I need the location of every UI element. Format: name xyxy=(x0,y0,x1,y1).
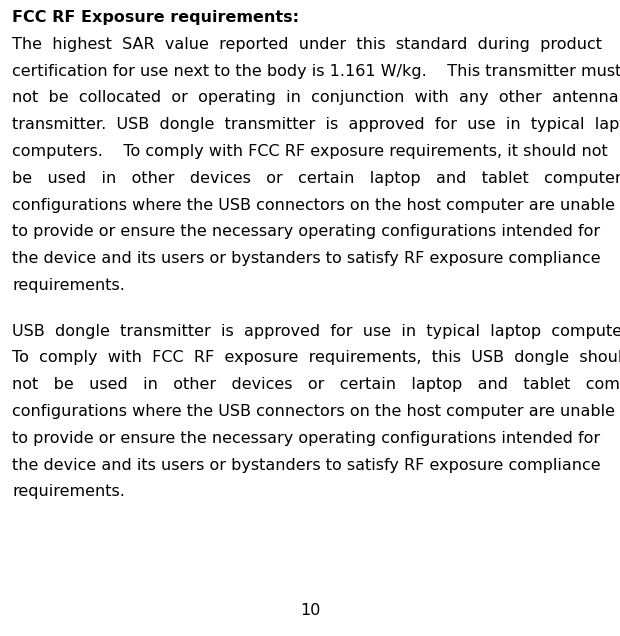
Text: 10: 10 xyxy=(300,603,320,618)
Text: transmitter.  USB  dongle  transmitter  is  approved  for  use  in  typical  lap: transmitter. USB dongle transmitter is a… xyxy=(12,117,620,132)
Text: FCC RF Exposure requirements:: FCC RF Exposure requirements: xyxy=(12,10,299,25)
Text: To  comply  with  FCC  RF  exposure  requirements,  this  USB  dongle  should: To comply with FCC RF exposure requireme… xyxy=(12,350,620,365)
Text: configurations where the USB connectors on the host computer are unable: configurations where the USB connectors … xyxy=(12,404,615,419)
Text: computers.    To comply with FCC RF exposure requirements, it should not: computers. To comply with FCC RF exposur… xyxy=(12,144,608,159)
Text: not   be   used   in   other   devices   or   certain   laptop   and   tablet   : not be used in other devices or certain … xyxy=(12,377,620,392)
Text: requirements.: requirements. xyxy=(12,485,125,499)
Text: USB  dongle  transmitter  is  approved  for  use  in  typical  laptop  computers: USB dongle transmitter is approved for u… xyxy=(12,324,620,338)
Text: the device and its users or bystanders to satisfy RF exposure compliance: the device and its users or bystanders t… xyxy=(12,457,601,473)
Text: not  be  collocated  or  operating  in  conjunction  with  any  other  antenna  : not be collocated or operating in conjun… xyxy=(12,90,620,106)
Text: to provide or ensure the necessary operating configurations intended for: to provide or ensure the necessary opera… xyxy=(12,431,600,446)
Text: certification for use next to the body is 1.161 W/kg.    This transmitter must: certification for use next to the body i… xyxy=(12,64,620,79)
Text: configurations where the USB connectors on the host computer are unable: configurations where the USB connectors … xyxy=(12,198,615,212)
Text: to provide or ensure the necessary operating configurations intended for: to provide or ensure the necessary opera… xyxy=(12,225,600,239)
Text: be   used   in   other   devices   or   certain   laptop   and   tablet   comput: be used in other devices or certain lapt… xyxy=(12,171,620,186)
Text: the device and its users or bystanders to satisfy RF exposure compliance: the device and its users or bystanders t… xyxy=(12,251,601,266)
Text: requirements.: requirements. xyxy=(12,278,125,293)
Text: The  highest  SAR  value  reported  under  this  standard  during  product: The highest SAR value reported under thi… xyxy=(12,37,602,52)
